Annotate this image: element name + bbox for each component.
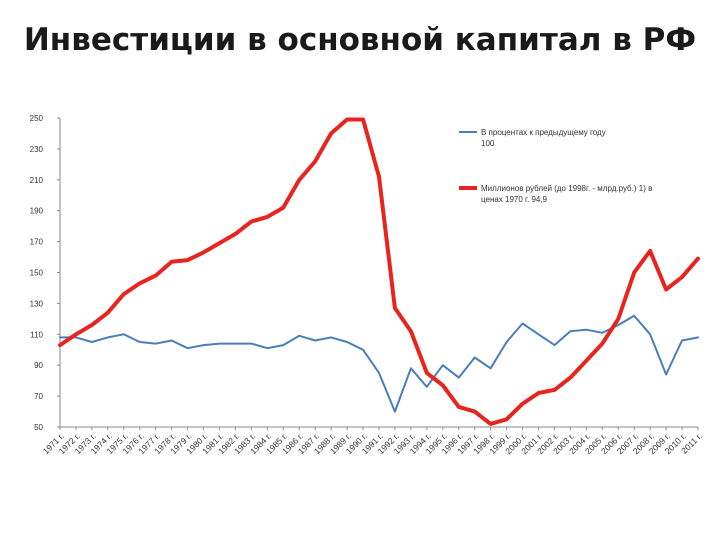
x-axis: 1971 г.1972 г.1973 г.1974 г.1975 г.1976 … xyxy=(41,426,704,456)
y-tick-label: 230 xyxy=(30,145,44,154)
y-tick-label: 210 xyxy=(30,176,44,185)
y-axis: 50 70 90 110 130 150 170 190 210 230 250 xyxy=(30,114,61,432)
series-lines xyxy=(58,117,700,426)
y-tick-label: 110 xyxy=(30,330,43,339)
legend-label-2: Миллионов рублей (до 1998г. - млрд.руб.)… xyxy=(481,184,652,204)
series-line-2 xyxy=(58,117,700,426)
y-tick-label: 250 xyxy=(30,114,44,123)
y-tick-label: 70 xyxy=(34,392,43,401)
y-tick-label: 90 xyxy=(34,361,43,370)
y-tick-label: 150 xyxy=(30,269,44,278)
series-line-1 xyxy=(59,314,699,413)
y-tick-label: 170 xyxy=(30,238,44,247)
y-tick-label: 50 xyxy=(34,423,43,432)
page-title: Инвестиции в основной капитал в РФ xyxy=(23,22,697,58)
legend: В процентах к предыдущему году 100 Миллион… xyxy=(459,128,652,204)
y-tick-label: 190 xyxy=(30,207,44,216)
legend-label-1: В процентах к предыдущему году 100 xyxy=(481,128,606,148)
y-tick-label: 130 xyxy=(30,299,44,308)
